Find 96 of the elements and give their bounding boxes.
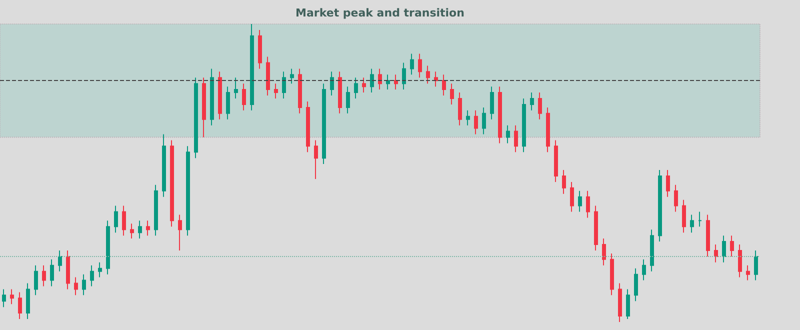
candlestick: [490, 86, 494, 120]
candlestick: [306, 100, 310, 153]
candlestick: [338, 71, 342, 114]
candlestick: [698, 211, 702, 228]
candlestick: [114, 205, 118, 234]
candlestick: [106, 220, 110, 275]
candlestick: [90, 264, 94, 287]
candlestick: [658, 170, 662, 242]
candlestick: [98, 262, 102, 278]
candlestick: [42, 264, 46, 287]
candlestick: [474, 110, 478, 135]
candlestick: [418, 53, 422, 78]
candlestick: [346, 86, 350, 114]
candlestick: [722, 235, 726, 263]
candlestick: [266, 56, 270, 96]
candlestick: [570, 181, 574, 212]
candlestick: [402, 62, 406, 90]
candlestick: [50, 258, 54, 287]
candlestick: [754, 250, 758, 281]
candlestick: [586, 190, 590, 218]
candlestick: [162, 134, 166, 198]
candlestick: [506, 124, 510, 144]
candlestick: [482, 106, 486, 135]
candlestick: [210, 68, 214, 126]
candlestick: [234, 77, 238, 99]
candlestick: [538, 92, 542, 120]
candlestick: [714, 244, 718, 263]
candlestick: [330, 71, 334, 96]
candlestick: [122, 205, 126, 236]
candlestick: [410, 53, 414, 76]
candlestick: [138, 220, 142, 240]
candlestick: [282, 71, 286, 99]
candlestick: [242, 83, 246, 111]
candlestick: [634, 268, 638, 302]
candlestick: [610, 252, 614, 296]
candlestick: [66, 250, 70, 290]
candlestick: [682, 199, 686, 234]
candlestick: [58, 250, 62, 272]
candlestick: [522, 98, 526, 153]
candlestick: [514, 124, 518, 153]
candlestick: [562, 170, 566, 194]
candlestick: [730, 235, 734, 257]
candlestick: [34, 264, 38, 296]
candlestick: [186, 146, 190, 236]
candlestick: [458, 92, 462, 126]
candlestick: [746, 264, 750, 281]
candlestick: [450, 83, 454, 105]
band-label: Market peak and transition: [296, 6, 464, 20]
candlestick: [82, 274, 86, 296]
candlestick: [170, 140, 174, 228]
candlestick: [442, 74, 446, 96]
candlestick: [690, 214, 694, 234]
candlestick: [626, 288, 630, 320]
candlestick: [674, 184, 678, 212]
candlestick: [26, 282, 30, 320]
candlestick: [426, 65, 430, 84]
candlestick: [706, 214, 710, 257]
candlestick: [290, 68, 294, 84]
candlestick: [554, 140, 558, 182]
candlestick: [274, 83, 278, 99]
candlestick: [218, 71, 222, 120]
candlestick: [18, 292, 22, 320]
candlestick: [738, 244, 742, 278]
candlestick: [434, 71, 438, 88]
candlestick: [362, 77, 366, 94]
candlestick: [194, 77, 198, 159]
candlestick: [202, 77, 206, 138]
candlestick: [498, 86, 502, 144]
candlestick: [178, 214, 182, 251]
candlestick: [618, 282, 622, 322]
candlestick: [74, 276, 78, 296]
candlestick: [370, 68, 374, 94]
candlestick: [354, 77, 358, 99]
candlestick: [258, 29, 262, 70]
candlestick: [642, 258, 646, 281]
candlestick: [394, 74, 398, 90]
candlestick: [154, 184, 158, 236]
candlestick: [298, 68, 302, 114]
candlestick: [2, 288, 6, 308]
candlestick: [226, 86, 230, 120]
candlestick: [378, 68, 382, 90]
candlestick: [250, 24, 254, 111]
candlestick: [386, 74, 390, 90]
candlestick: [466, 110, 470, 126]
candlestick: [314, 140, 318, 180]
candlestick: [578, 190, 582, 212]
candlestick: [530, 92, 534, 111]
candlestick: [650, 229, 654, 272]
candlestick: [10, 288, 14, 305]
candlestick: [130, 223, 134, 240]
candlestick: [666, 170, 670, 198]
candlestick: [546, 106, 550, 153]
candlestick: [322, 83, 326, 165]
candlestick: [602, 238, 606, 266]
candlestick: [146, 220, 150, 236]
candlestick: [594, 205, 598, 251]
